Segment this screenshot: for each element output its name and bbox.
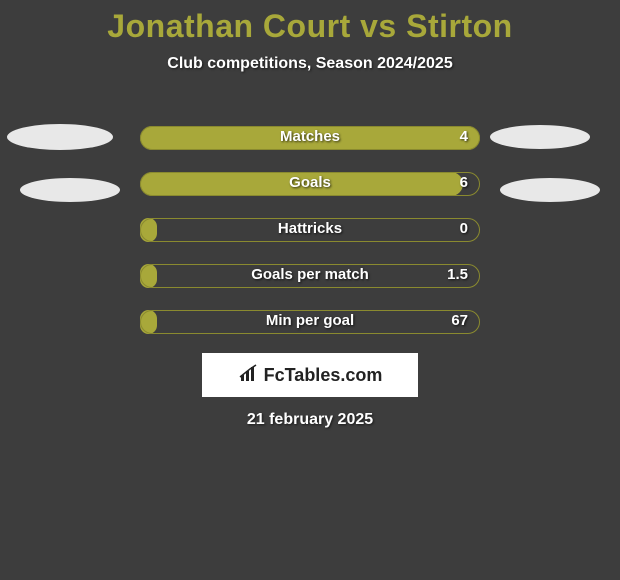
page-title: Jonathan Court vs Stirton [0, 0, 620, 45]
stat-row: Goals6 [140, 172, 480, 196]
stats-table: Matches4 Goals6 Hattricks0 Goals per match1… [140, 126, 480, 356]
stat-label: Goals [140, 174, 480, 191]
stat-row: Matches4 [140, 126, 480, 150]
stat-value: 6 [460, 174, 468, 191]
stat-value: 1.5 [447, 266, 468, 283]
logo-text: FcTables.com [264, 365, 383, 386]
stat-label: Goals per match [140, 266, 480, 283]
fctables-logo: FcTables.com [202, 353, 418, 397]
stat-value: 67 [451, 312, 468, 329]
stat-row: Goals per match1.5 [140, 264, 480, 288]
date-label: 21 february 2025 [0, 411, 620, 429]
stat-label: Hattricks [140, 220, 480, 237]
stat-row: Hattricks0 [140, 218, 480, 242]
stat-label: Min per goal [140, 312, 480, 329]
decorative-ellipse [20, 178, 120, 202]
stat-row: Min per goal67 [140, 310, 480, 334]
stat-value: 4 [460, 128, 468, 145]
stat-label: Matches [140, 128, 480, 145]
page-subtitle: Club competitions, Season 2024/2025 [0, 55, 620, 73]
decorative-ellipse [490, 125, 590, 149]
stat-value: 0 [460, 220, 468, 237]
decorative-ellipse [500, 178, 600, 202]
bar-chart-icon [238, 363, 260, 388]
decorative-ellipse [7, 124, 113, 150]
